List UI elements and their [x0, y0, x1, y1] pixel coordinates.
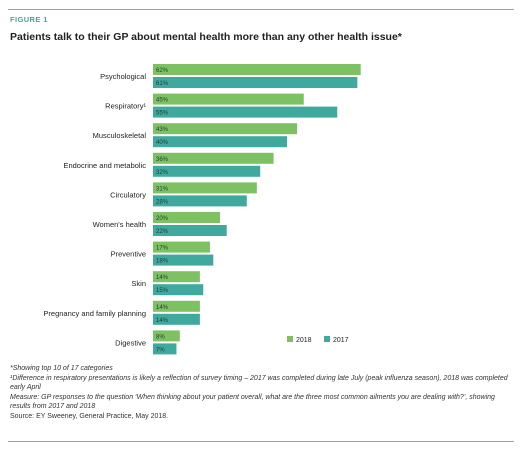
bar-2018-7 — [153, 241, 210, 253]
top-rule — [8, 9, 514, 10]
bar-2017-5 — [153, 195, 247, 207]
bar-2017-4 — [153, 165, 261, 177]
figure-title: Patients talk to their GP about mental h… — [10, 31, 402, 43]
bar-2018-1 — [153, 64, 361, 75]
footnotes: *Showing top 10 of 17 categories ¹Differ… — [10, 364, 510, 421]
data-label: 45% — [156, 98, 169, 104]
data-label: 31% — [156, 186, 169, 192]
category-label: Preventive — [111, 250, 146, 259]
data-label: 7% — [156, 347, 165, 353]
data-label: 61% — [156, 81, 169, 87]
category-label: Circulatory — [110, 190, 146, 199]
category-label: Psychological — [100, 72, 146, 81]
category-label: Women's health — [93, 220, 146, 229]
legend-swatch-2017 — [324, 336, 330, 342]
bar-2017-7 — [153, 254, 214, 266]
category-label: Respiratory¹ — [105, 102, 146, 111]
data-label: 40% — [156, 140, 169, 146]
figure-label: FIGURE 1 — [10, 15, 48, 24]
bottom-rule — [8, 441, 514, 442]
legend-label: 2017 — [333, 337, 349, 344]
data-label: 17% — [156, 246, 169, 252]
bar-2018-9 — [153, 300, 200, 312]
data-label: 14% — [156, 318, 169, 324]
data-label: 55% — [156, 111, 169, 117]
bar-2017-3 — [153, 136, 287, 148]
category-label: Endocrine and metabolic — [63, 161, 146, 170]
data-label: 43% — [156, 127, 169, 133]
category-label: Skin — [131, 279, 146, 288]
footnote-top10: *Showing top 10 of 17 categories — [10, 365, 113, 372]
bar-2018-8 — [153, 271, 200, 283]
bar-2017-6 — [153, 225, 227, 236]
bar-2018-3 — [153, 123, 298, 135]
legend-swatch-2018 — [287, 336, 293, 342]
bar-2018-6 — [153, 212, 220, 223]
bar-2017-2 — [153, 106, 338, 118]
data-label: 15% — [156, 288, 169, 294]
data-label: 22% — [156, 229, 169, 235]
bar-2018-10 — [153, 330, 180, 342]
footnote-respiratory: ¹Difference in respiratory presentations… — [10, 374, 508, 392]
legend-label: 2018 — [296, 337, 312, 344]
bar-2018-4 — [153, 152, 274, 164]
data-label: 36% — [156, 157, 169, 163]
data-label: 20% — [156, 216, 169, 222]
data-label: 14% — [156, 275, 169, 281]
bar-2017-8 — [153, 284, 204, 296]
data-label: 32% — [156, 170, 169, 176]
category-label: Digestive — [115, 338, 146, 347]
footnote-source: Source: EY Sweeney, General Practice, Ma… — [10, 412, 169, 420]
data-label: 8% — [156, 334, 165, 340]
bar-2018-2 — [153, 93, 304, 105]
bar-chart: Psychological 62% 61% Respiratory¹ 45% 55% Mus… — [43, 64, 361, 355]
bar-2017-10 — [153, 343, 177, 355]
data-label: 28% — [156, 199, 169, 205]
bar-2018-5 — [153, 182, 257, 194]
footnote-measure: Measure: GP responses to the question ‘W… — [10, 393, 495, 411]
bar-2017-9 — [153, 313, 200, 325]
data-label: 62% — [156, 68, 169, 74]
data-label: 14% — [156, 305, 169, 311]
bar-2017-1 — [153, 77, 358, 88]
category-label: Musculoskeletal — [93, 131, 147, 140]
category-label: Pregnancy and family planning — [43, 309, 146, 318]
data-label: 18% — [156, 259, 169, 265]
